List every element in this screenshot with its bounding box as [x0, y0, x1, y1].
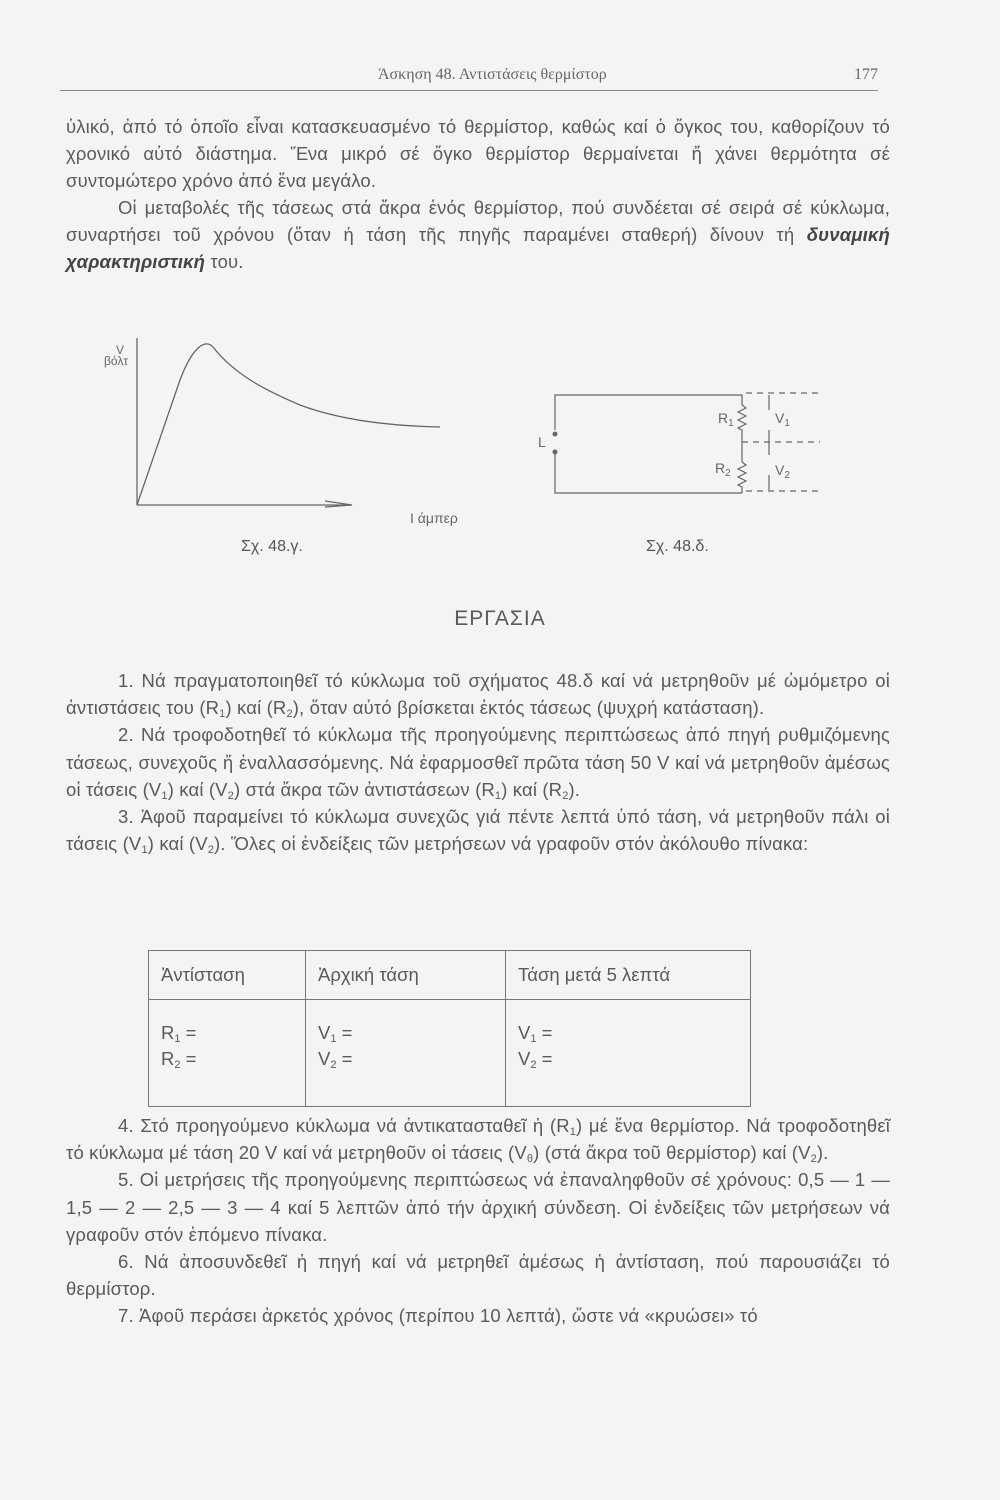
figure-caption: Σχ. 48.γ.: [241, 538, 303, 555]
subscript: 1: [569, 1126, 577, 1138]
table-cell: V1 = V2 =: [305, 999, 506, 1107]
text-run: ) καί (V: [167, 778, 228, 800]
subscript: 1: [141, 844, 148, 857]
text-run: ) καί (R: [501, 778, 563, 800]
intro-paragraph: Οἱ μεταβολές τῆς τάσεως στά ἄκρα ἑνός θε…: [66, 194, 890, 276]
text-run: ).: [568, 778, 581, 800]
subscript: 2: [207, 844, 214, 857]
x-axis-arrow: [324, 500, 353, 508]
header-title: Άσκηση 48. Αντιστάσεις θερμίστορ: [378, 66, 607, 83]
task-item: 6. Νά ἀποσυνδεθεῖ ἡ πηγή καί νά μετρηθεῖ…: [66, 1248, 890, 1302]
text-run: ) μέ ἕνα θερμίστορ. Νά τροφοδοτηθεῖ τό κ…: [66, 1115, 890, 1164]
text-run: ) καί (V: [147, 833, 208, 855]
text-run: ) (στά ἄκρα τοῦ θερμίστορ) καί (V: [533, 1142, 811, 1164]
x-axis-label: I άμπερ: [410, 510, 458, 526]
text-run: 7. Ἀφοῦ περάσει ἀρκετός χρόνος (περίπου …: [118, 1305, 758, 1327]
column-header: Ἀντίσταση: [148, 950, 306, 1000]
table-row: R1 = R2 = V1 = V2 = V1 = V2 =: [148, 999, 751, 1107]
y-axis-symbol: V: [116, 343, 124, 357]
task-item: 5. Οἱ μετρήσεις τῆς προηγούμενης περιπτώ…: [66, 1166, 890, 1248]
y-axis-unit: βόλτ: [104, 354, 128, 368]
subscript: 1: [219, 708, 226, 721]
emphasized-term: δυναμική χαρακτηριστική: [66, 224, 890, 273]
text-run: 2. Νά τροφοδοτηθεῖ τό κύκλωμα τῆς προηγο…: [66, 724, 890, 800]
subscript: 2: [810, 1153, 817, 1166]
running-header: Άσκηση 48. Αντιστάσεις θερμίστορ 177: [60, 62, 878, 91]
text-run: Οἱ μεταβολές τῆς τάσεως στά ἄκρα ἑνός θε…: [66, 197, 890, 246]
text-run: ) καί (R: [225, 697, 287, 719]
dynamic-characteristic-plot: [136, 338, 441, 508]
page-number: 177: [854, 66, 878, 83]
cell-entry: V2 =: [518, 1048, 553, 1071]
figure-caption: Σχ. 48.δ.: [646, 538, 709, 555]
subscript: 2: [227, 789, 234, 802]
column-header: Ἀρχική τάση: [305, 950, 506, 1000]
subscript: 2: [286, 708, 293, 721]
text-run: 4. Στό προηγούμενο κύκλωμα νά ἀντικαταστ…: [118, 1115, 570, 1136]
source-label: L: [538, 434, 546, 450]
text-run: 6. Νά ἀποσυνδεθεῖ ἡ πηγή καί νά μετρηθεῖ…: [66, 1251, 890, 1300]
section-title: ΕΡΓΑΣΙΑ: [454, 607, 546, 630]
cell-entry: R2 =: [161, 1048, 197, 1071]
subscript: 2: [562, 789, 569, 802]
wire-bottom: [554, 452, 742, 494]
task-list-a: 1. Νά πραγματοποιηθεῖ τό κύκλωμα τοῦ σχή…: [0, 667, 890, 857]
subscript: 1: [494, 789, 502, 802]
text-run: ). Ὅλες οἱ ἐνδείξεις τῶν μετρήσεων νά γρ…: [213, 833, 809, 855]
text-run: ).: [816, 1142, 829, 1164]
wire-top: [554, 394, 743, 430]
text-run: 3. Ἀφοῦ παραμείνει τό κύκλωμα συνεχῶς γι…: [66, 806, 890, 855]
intro-paragraph: ὑλικό, ἀπό τό ὁποῖο εἶναι κατασκευασμένο…: [66, 113, 890, 195]
series-circuit-diagram: [554, 392, 820, 494]
task-item: 7. Ἀφοῦ περάσει ἀρκετός χρόνος (περίπου …: [66, 1302, 890, 1329]
cell-entry: V1 =: [318, 1022, 353, 1045]
subscript: θ: [526, 1153, 534, 1166]
task-item: 2. Νά τροφοδοτηθεῖ τό κύκλωμα τῆς προηγο…: [66, 721, 890, 803]
resistor-r2: [736, 461, 748, 493]
terminal: [552, 449, 558, 455]
measurements-table: Ἀντίσταση Ἀρχική τάση Τάση μετά 5 λεπτά …: [148, 950, 751, 1107]
cell-entry: R1 =: [161, 1022, 197, 1045]
terminal: [552, 431, 558, 437]
text-run: ), ὅταν αὐτό βρίσκεται ἐκτός τάσεως (ψυχ…: [292, 697, 765, 719]
column-header: Τάση μετά 5 λεπτά: [505, 950, 751, 1000]
cell-entry: V1 =: [518, 1022, 553, 1045]
task-list-b: 4. Στό προηγούμενο κύκλωμα νά ἀντικαταστ…: [0, 1112, 890, 1330]
task-item: 4. Στό προηγούμενο κύκλωμα νά ἀντικαταστ…: [66, 1112, 890, 1166]
r1-label: R1: [718, 410, 734, 429]
voltage-curve: [136, 343, 441, 506]
r2-label: R2: [715, 460, 731, 479]
resistor-r1: [736, 404, 748, 462]
v2-label: V2: [775, 462, 790, 481]
cell-entry: V2 =: [318, 1048, 353, 1071]
text-run: 5. Οἱ μετρήσεις τῆς προηγούμενης περιπτώ…: [66, 1169, 890, 1245]
measurement-lines: [742, 392, 820, 492]
task-item: 1. Νά πραγματοποιηθεῖ τό κύκλωμα τοῦ σχή…: [66, 667, 890, 721]
text-run: του.: [205, 251, 244, 273]
subscript: 1: [161, 789, 168, 802]
figures: V βόλτ I άμπερ L R1 V1 R2 V2: [104, 338, 820, 526]
text-run: 1. Νά πραγματοποιηθεῖ τό κύκλωμα τοῦ σχή…: [66, 670, 890, 719]
v1-label: V1: [775, 410, 790, 429]
text-run: ) στά ἄκρα τῶν ἀντιστάσεων (R: [233, 778, 495, 800]
table-cell: V1 = V2 =: [505, 999, 751, 1107]
text-run: ὑλικό, ἀπό τό ὁποῖο εἶναι κατασκευασμένο…: [66, 116, 890, 192]
table-cell: R1 = R2 =: [148, 999, 306, 1107]
task-item: 3. Ἀφοῦ παραμείνει τό κύκλωμα συνεχῶς γι…: [66, 803, 890, 857]
